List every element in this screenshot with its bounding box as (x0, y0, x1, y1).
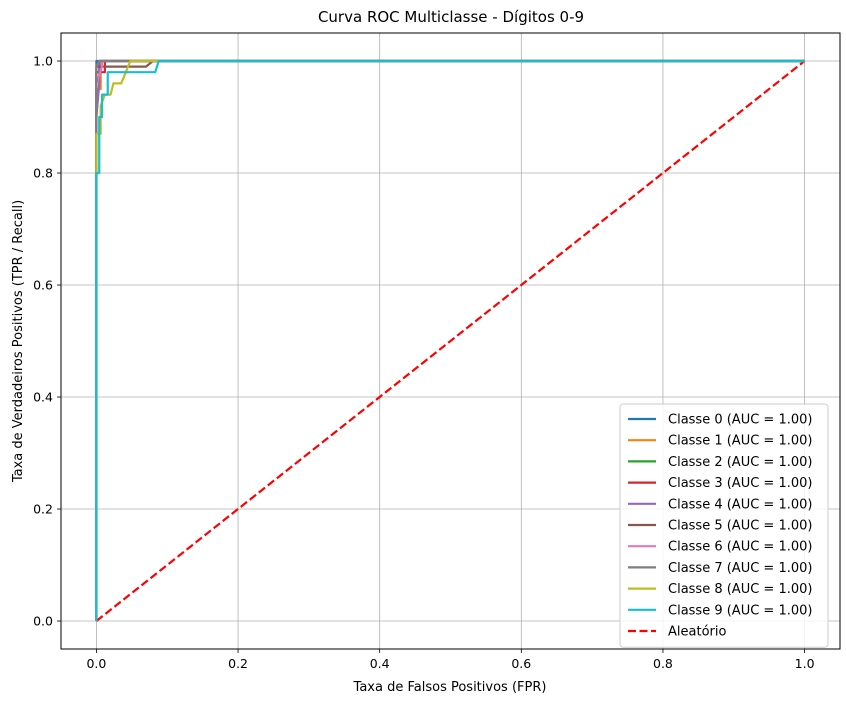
legend-label: Classe 4 (AUC = 1.00) (668, 497, 812, 512)
grid-lines (61, 33, 840, 649)
x-tick-label: 0.2 (228, 656, 248, 671)
legend-label: Classe 2 (AUC = 1.00) (668, 455, 812, 470)
plot-frame (60, 32, 841, 650)
legend-label: Classe 1 (AUC = 1.00) (668, 434, 812, 449)
legend: Classe 0 (AUC = 1.00) Classe 1 (AUC = 1.0… (619, 403, 829, 648)
series-line-10 (95, 60, 806, 622)
y-tick-label: 0.2 (33, 502, 53, 517)
chart-title: Curva ROC Multiclasse - Dígitos 0-9 (318, 8, 584, 26)
legend-label: Classe 3 (AUC = 1.00) (668, 476, 812, 491)
y-axis-label: Taxa de Verdadeiros Positivos (TPR / Rec… (11, 200, 26, 483)
y-tick-label: 0.6 (33, 278, 53, 293)
y-tick-label: 1.0 (33, 54, 53, 69)
legend-label: Classe 7 (AUC = 1.00) (668, 561, 812, 576)
legend-label: Classe 5 (AUC = 1.00) (668, 519, 812, 534)
y-tick-label: 0.0 (33, 614, 53, 629)
series-line-9 (95, 59, 805, 621)
x-tick-label: 1.0 (795, 656, 815, 671)
x-tick-label: 0.4 (370, 656, 390, 671)
y-tick-label: 0.8 (33, 166, 53, 181)
legend-label: Classe 8 (AUC = 1.00) (668, 582, 812, 597)
x-axis-label: Taxa de Falsos Positivos (FPR) (353, 680, 547, 695)
legend-label: Aleatório (668, 625, 726, 640)
x-tick-label: 0.8 (653, 656, 673, 671)
legend-label: Classe 6 (AUC = 1.00) (668, 540, 812, 555)
x-tick-label: 0.0 (86, 656, 106, 671)
x-tick-label: 0.6 (511, 656, 531, 671)
axis-ticks: 0.0 0.2 0.4 0.6 0.8 1.0 0.0 0.2 0.4 0.6 0.8 1.0 (33, 54, 814, 672)
legend-box (619, 403, 829, 648)
legend-label: Classe 9 (AUC = 1.00) (668, 603, 812, 618)
series-lines (95, 59, 806, 622)
legend-label: Classe 0 (AUC = 1.00) (668, 413, 812, 428)
y-tick-label: 0.4 (33, 390, 53, 405)
